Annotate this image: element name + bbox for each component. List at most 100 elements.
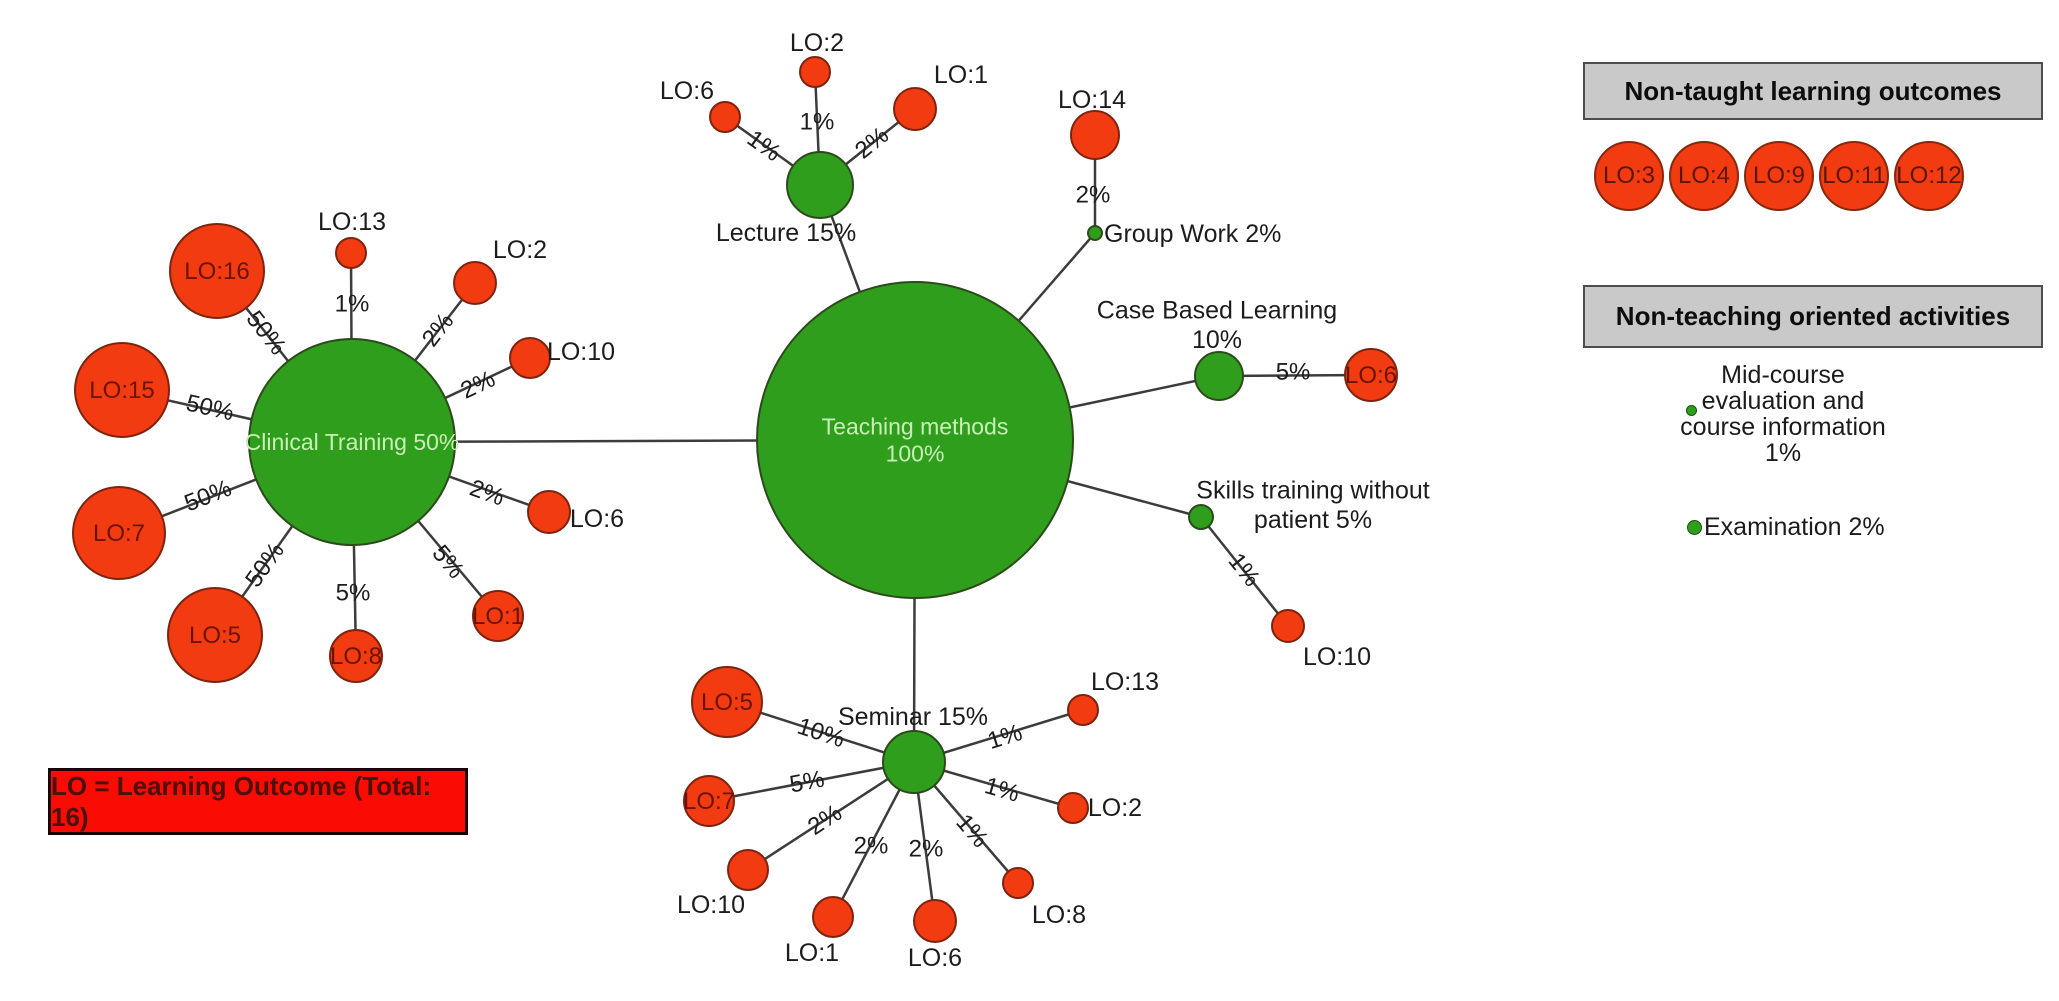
node-label-ct-lo7: LO:7 bbox=[93, 520, 145, 547]
node-label-seminar: Seminar 15% bbox=[838, 703, 988, 731]
examination-label: Examination 2% bbox=[1704, 513, 1885, 541]
node-label-ct-lo10: LO:10 bbox=[547, 338, 615, 366]
edge-label-seminar-sem-lo7: 5% bbox=[787, 765, 826, 798]
node-label-ct-lo16: LO:16 bbox=[184, 258, 249, 285]
node-sem-lo2 bbox=[1057, 792, 1089, 824]
node-sem-lo1 bbox=[812, 896, 854, 938]
node-label-sem-lo2: LO:2 bbox=[1088, 794, 1142, 822]
non-taught-outcome-lo12: LO:12 bbox=[1894, 141, 1964, 211]
node-label-clinical: Clinical Training 50% bbox=[245, 429, 460, 455]
edge-label-clinical-ct-lo5: 50% bbox=[240, 538, 290, 593]
edge-seminar-sem-lo7 bbox=[708, 760, 915, 803]
edge-label-seminar-sem-lo13: 1% bbox=[984, 719, 1025, 755]
node-label-skills: Skills training without patient 5% bbox=[1196, 476, 1429, 534]
node-label-cb-lo6: LO:6 bbox=[1345, 362, 1397, 389]
node-label-ct-lo13: LO:13 bbox=[318, 208, 386, 236]
node-lec-lo1 bbox=[893, 87, 937, 131]
node-label-lec-lo6: LO:6 bbox=[660, 77, 714, 105]
edge-label-clinical-ct-lo7: 50% bbox=[181, 475, 236, 518]
node-ct-lo8 bbox=[329, 629, 383, 683]
edge-label-skills-sk-lo10: 1% bbox=[1223, 548, 1266, 592]
node-label-ct-lo1: LO:1 bbox=[472, 603, 524, 630]
midcourse-dot-icon bbox=[1686, 405, 1697, 416]
edge-label-clinical-ct-lo13: 1% bbox=[335, 291, 370, 318]
node-sem-lo13 bbox=[1067, 694, 1099, 726]
node-clinical bbox=[248, 338, 456, 546]
node-label-ct-lo8: LO:8 bbox=[330, 643, 382, 670]
node-label-teaching: Teaching methods 100% bbox=[822, 413, 1009, 466]
node-ct-lo7 bbox=[72, 486, 166, 580]
node-label-lec-lo2: LO:2 bbox=[790, 29, 844, 57]
node-sem-lo6 bbox=[913, 899, 957, 943]
node-skills bbox=[1188, 504, 1214, 530]
non-taught-outcome-lo9: LO:9 bbox=[1744, 141, 1814, 211]
midcourse-line-3: course information bbox=[1680, 413, 1886, 441]
node-ct-lo10 bbox=[509, 337, 551, 379]
midcourse-activity: Mid-course evaluation and course informa… bbox=[1630, 362, 1936, 466]
edge-seminar-sem-lo10 bbox=[747, 760, 915, 872]
non-taught-header: Non-taught learning outcomes bbox=[1583, 62, 2043, 120]
non-taught-outcome-lo4: LO:4 bbox=[1669, 141, 1739, 211]
node-label-sem-lo10: LO:10 bbox=[677, 891, 745, 919]
node-label-sem-lo1: LO:1 bbox=[785, 939, 839, 967]
examination-activity: Examination 2% bbox=[1687, 513, 1885, 542]
midcourse-line-1: Mid-course bbox=[1721, 361, 1845, 389]
node-cb-lo6 bbox=[1344, 348, 1398, 402]
node-ct-lo1 bbox=[472, 590, 524, 642]
legend-box: LO = Learning Outcome (Total: 16) bbox=[48, 768, 468, 835]
edge-label-groupwork-gw-lo14: 2% bbox=[1076, 182, 1111, 209]
node-sk-lo10 bbox=[1271, 609, 1305, 643]
examination-dot-icon bbox=[1687, 520, 1702, 535]
node-label-sem-lo6: LO:6 bbox=[908, 944, 962, 972]
node-sem-lo8 bbox=[1002, 867, 1034, 899]
node-lec-lo6 bbox=[709, 101, 741, 133]
non-taught-outcome-lo11: LO:11 bbox=[1819, 141, 1889, 211]
node-ct-lo16 bbox=[169, 223, 265, 319]
node-label-gw-lo14: LO:14 bbox=[1058, 86, 1126, 114]
midcourse-line-4: 1% bbox=[1764, 439, 1802, 467]
edge-label-seminar-sem-lo1: 2% bbox=[854, 833, 889, 860]
edge-label-clinical-ct-lo6: 2% bbox=[466, 474, 508, 511]
node-ct-lo6 bbox=[527, 490, 571, 534]
edge-label-casebased-cb-lo6: 5% bbox=[1276, 358, 1311, 385]
edge-label-lecture-lec-lo2: 1% bbox=[800, 109, 835, 136]
non-taught-outcomes-row: LO:3 LO:4 LO:9 LO:11 LO:12 bbox=[1594, 141, 1964, 211]
node-groupwork bbox=[1087, 225, 1103, 241]
edge-label-clinical-ct-lo10: 2% bbox=[457, 365, 500, 404]
node-label-sem-lo5: LO:5 bbox=[701, 689, 753, 716]
non-taught-outcome-lo3: LO:3 bbox=[1594, 141, 1664, 211]
node-ct-lo2 bbox=[453, 261, 497, 305]
non-taught-title: Non-taught learning outcomes bbox=[1624, 75, 2002, 106]
node-label-sk-lo10: LO:10 bbox=[1303, 643, 1371, 671]
node-sem-lo10 bbox=[727, 849, 769, 891]
node-label-ct-lo5: LO:5 bbox=[189, 622, 241, 649]
node-label-ct-lo6: LO:6 bbox=[570, 505, 624, 533]
node-casebased bbox=[1194, 351, 1244, 401]
node-label-lecture: Lecture 15% bbox=[716, 219, 856, 247]
edge-label-clinical-ct-lo16: 50% bbox=[241, 306, 292, 360]
non-teaching-title: Non-teaching oriented activities bbox=[1615, 301, 2011, 331]
node-gw-lo14 bbox=[1070, 110, 1120, 160]
node-teaching bbox=[756, 281, 1074, 599]
edge-label-clinical-ct-lo2: 2% bbox=[417, 308, 460, 352]
edge-label-lecture-lec-lo1: 2% bbox=[850, 122, 894, 165]
node-label-sem-lo13: LO:13 bbox=[1091, 668, 1159, 696]
node-lec-lo2 bbox=[799, 56, 831, 88]
node-label-groupwork: Group Work 2% bbox=[1104, 220, 1281, 248]
edge-label-seminar-sem-lo6: 2% bbox=[909, 836, 944, 863]
node-lecture bbox=[786, 151, 854, 219]
midcourse-line-2: evaluation and bbox=[1701, 387, 1865, 415]
node-label-sem-lo7: LO:7 bbox=[683, 788, 735, 815]
node-label-casebased: Case Based Learning 10% bbox=[1097, 296, 1337, 354]
non-teaching-header: Non-teaching oriented activities bbox=[1583, 285, 2043, 348]
node-ct-lo15 bbox=[74, 342, 170, 438]
node-ct-lo13 bbox=[335, 237, 367, 269]
node-label-ct-lo2: LO:2 bbox=[493, 236, 547, 264]
node-sem-lo5 bbox=[691, 666, 763, 738]
edge-label-seminar-sem-lo10: 2% bbox=[803, 799, 847, 841]
legend-label: LO = Learning Outcome (Total: 16) bbox=[51, 770, 432, 832]
node-label-sem-lo8: LO:8 bbox=[1032, 901, 1086, 929]
edge-skills-sk-lo10 bbox=[1200, 516, 1289, 627]
